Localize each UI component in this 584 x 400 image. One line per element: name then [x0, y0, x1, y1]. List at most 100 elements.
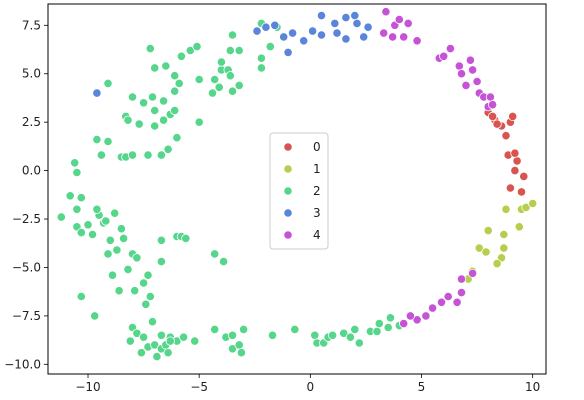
point-series-2-43	[179, 332, 189, 342]
point-series-2-78	[103, 78, 113, 89]
point-series-4-21	[487, 100, 498, 110]
point-series-2-47	[156, 235, 166, 245]
legend-marker-1	[283, 164, 293, 174]
point-series-2-88	[143, 150, 153, 160]
x-tick-label-2: 0	[307, 380, 315, 394]
y-tick-label-1: −7.5	[12, 309, 41, 323]
point-series-2-48	[156, 256, 166, 267]
point-series-1-5	[499, 229, 509, 240]
point-series-2-2	[76, 228, 86, 238]
point-series-2-15	[112, 245, 122, 255]
point-series-2-10	[92, 204, 102, 214]
point-series-3-3	[270, 20, 280, 30]
y-tick-label-7: 7.5	[22, 18, 41, 32]
point-series-4-0	[381, 7, 391, 17]
x-tick-label-1: −5	[190, 380, 208, 394]
point-series-2-101	[159, 96, 169, 106]
point-series-4-20	[485, 92, 495, 102]
point-series-2-105	[170, 86, 180, 96]
point-series-2-117	[210, 74, 220, 85]
point-series-2-112	[185, 45, 195, 56]
point-series-2-123	[234, 80, 244, 91]
point-series-2-104	[127, 92, 138, 102]
point-series-2-68	[350, 324, 360, 334]
point-series-3-1	[252, 26, 262, 36]
x-tick-label-0: −10	[75, 380, 100, 394]
plot-frame	[47, 3, 547, 375]
point-series-2-31	[139, 332, 149, 342]
y-axis: −10.0 −7.5 −5.0 −2.5 0.0 2.5 5.0 7.5	[4, 18, 48, 371]
point-series-2-63	[310, 330, 320, 340]
point-series-2-5	[87, 229, 98, 240]
point-series-4-16	[472, 76, 482, 87]
point-series-2-33	[136, 348, 146, 358]
point-series-4-22	[456, 287, 467, 298]
point-series-4-9	[439, 51, 449, 61]
point-series-2-26	[141, 299, 151, 309]
point-series-2-122	[227, 86, 238, 96]
point-series-3-15	[350, 11, 360, 21]
legend-marker-2	[283, 186, 293, 196]
point-series-2-14	[119, 233, 129, 243]
point-series-2-93	[134, 119, 144, 129]
point-series-4-14	[465, 55, 475, 65]
point-series-2-3	[83, 220, 93, 230]
point-series-2-130	[227, 30, 238, 40]
point-series-2-70	[372, 326, 382, 336]
point-series-2-94	[150, 121, 160, 131]
legend-label-1: 1	[313, 162, 321, 176]
point-series-2-18	[123, 264, 133, 274]
point-series-2-100	[150, 105, 160, 116]
point-series-2-51	[181, 233, 191, 243]
point-series-4-29	[405, 311, 415, 321]
point-series-2-9	[105, 235, 115, 245]
point-series-2-27	[147, 317, 158, 327]
point-series-4-27	[421, 311, 431, 321]
point-series-0-13	[510, 148, 520, 158]
y-tick-label-0: −10.0	[4, 357, 41, 371]
point-series-1-0	[501, 204, 511, 214]
legend-label-3: 3	[313, 206, 321, 220]
legend-marker-0	[283, 142, 293, 152]
point-series-3-12	[332, 28, 342, 38]
legend-label-4: 4	[313, 228, 321, 242]
point-series-2-59	[239, 324, 249, 334]
legend-label-2: 2	[313, 184, 321, 198]
point-series-3-8	[307, 26, 318, 36]
point-series-2-116	[214, 82, 224, 92]
point-series-1-10	[492, 258, 502, 269]
point-series-2-61	[267, 330, 278, 340]
point-series-3-9	[316, 30, 327, 40]
legend: 0 1 2 3 4	[269, 132, 329, 250]
point-series-2-34	[150, 340, 160, 350]
point-series-2-46	[90, 311, 100, 321]
point-series-3-17	[359, 32, 369, 42]
points-layer	[56, 7, 538, 362]
point-series-2-24	[130, 286, 140, 296]
point-series-2-0	[56, 212, 66, 222]
point-series-2-110	[145, 43, 155, 54]
point-series-0-11	[516, 187, 527, 197]
point-series-2-108	[161, 61, 171, 71]
point-series-2-126	[256, 63, 266, 73]
point-series-4-32	[399, 318, 409, 329]
legend-marker-4	[283, 230, 293, 240]
point-series-0-6	[501, 131, 511, 141]
point-series-2-37	[156, 330, 166, 340]
point-series-2-115	[207, 88, 218, 98]
point-series-2-119	[216, 57, 226, 67]
point-series-2-77	[385, 313, 395, 323]
point-series-2-11	[101, 216, 111, 226]
point-series-2-67	[339, 328, 349, 338]
x-axis: −10 −5 0 5 10	[75, 374, 540, 394]
point-series-2-75	[327, 330, 338, 340]
y-tick-label-5: 2.5	[22, 115, 41, 129]
point-series-3-4	[279, 32, 289, 42]
point-series-3-13	[341, 13, 351, 23]
point-series-2-97	[123, 115, 133, 125]
point-series-2-45	[76, 291, 86, 302]
point-series-4-15	[467, 65, 478, 75]
point-series-3-14	[341, 34, 351, 44]
point-series-4-12	[456, 69, 467, 79]
point-series-3-7	[299, 36, 309, 46]
